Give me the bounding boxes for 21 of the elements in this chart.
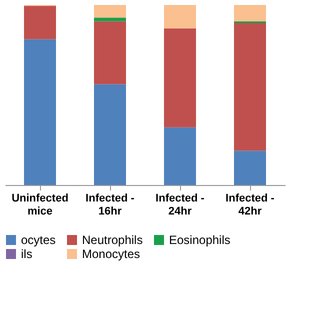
x-tick-label: Uninfected mice	[12, 192, 68, 218]
bar	[164, 28, 196, 128]
legend-label: Monocytes	[82, 247, 140, 261]
bar	[234, 150, 266, 185]
bar	[24, 6, 56, 40]
x-tick-label: Infected - 42hr	[226, 192, 275, 218]
bar	[94, 5, 126, 18]
bar	[164, 127, 196, 185]
x-tick-label: Infected - 24hr	[156, 192, 205, 218]
legend-label: ils	[21, 247, 32, 261]
bar	[234, 23, 266, 151]
bar	[94, 18, 126, 22]
bar	[94, 21, 126, 84]
bar	[24, 39, 56, 185]
bar	[234, 5, 266, 22]
legend-label: Eosinophils	[169, 233, 230, 247]
bar	[94, 84, 126, 185]
x-tick-label: Infected - 16hr	[86, 192, 135, 218]
legend-label: ocytes	[21, 233, 56, 247]
legend-label: Neutrophils	[82, 233, 143, 247]
bar	[164, 5, 196, 28]
